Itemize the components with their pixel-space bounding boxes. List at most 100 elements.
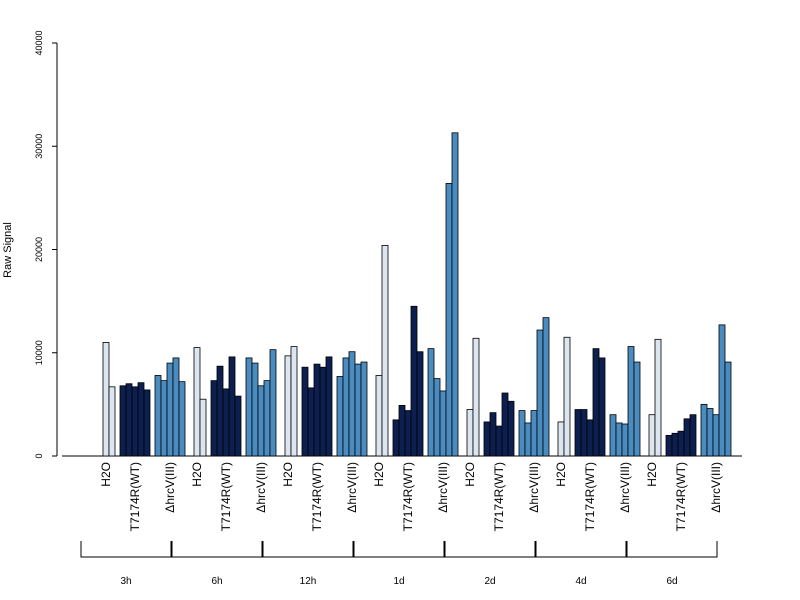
bar-1d-wt-5 xyxy=(416,351,424,457)
bar-12h-hrcv-3 xyxy=(348,351,356,457)
category-label-h2o: H2O xyxy=(645,462,659,487)
group-bracket-4d xyxy=(535,541,627,558)
bar-6h-wt-5 xyxy=(234,395,242,457)
y-tick-label: 40000 xyxy=(34,30,44,55)
bar-6h-hrcv-3 xyxy=(257,385,265,457)
group-label-1d: 1d xyxy=(393,576,404,587)
bar-4d-wt-3 xyxy=(586,419,594,457)
bar-6d-wt-5 xyxy=(689,414,697,457)
y-axis-label: Raw Signal xyxy=(2,222,14,278)
group-label-4d: 4d xyxy=(575,576,586,587)
y-tick-label: 30000 xyxy=(34,134,44,159)
bar-4d-hrcv-1 xyxy=(609,414,617,457)
bar-12h-hrcv-1 xyxy=(336,376,344,457)
bar-1d-hrcv-4 xyxy=(445,183,453,457)
category-label-hrcv: ΔhrcV(III) xyxy=(436,462,450,513)
bar-2d-hrcv-1 xyxy=(518,410,526,457)
bar-6h-wt-1 xyxy=(210,380,218,457)
bar-1d-hrcv-1 xyxy=(427,348,435,457)
bar-6d-hrcv-2 xyxy=(706,408,714,457)
group-bracket-12h xyxy=(262,541,354,558)
bar-4d-hrcv-3 xyxy=(621,423,629,457)
bar-3h-h2o-2 xyxy=(102,342,110,457)
bar-12h-wt-1 xyxy=(301,366,309,457)
category-label-hrcv: ΔhrcV(III) xyxy=(163,462,177,513)
bar-3h-hrcv-1 xyxy=(154,375,162,457)
category-label-wt: T7174R(WT) xyxy=(492,462,506,531)
category-label-h2o: H2O xyxy=(281,462,295,487)
bar-12h-wt-5 xyxy=(325,356,333,457)
bar-1d-wt-2 xyxy=(398,405,406,457)
group-bracket-6h xyxy=(171,541,263,558)
bar-1d-wt-1 xyxy=(392,419,400,457)
bar-2d-hrcv-5 xyxy=(542,317,550,457)
bar-6h-wt-3 xyxy=(222,388,230,457)
bar-6d-wt-3 xyxy=(677,430,685,457)
bar-3h-hrcv-5 xyxy=(178,381,186,457)
category-label-wt: T7174R(WT) xyxy=(128,462,142,531)
bar-12h-hrcv-5 xyxy=(360,361,368,457)
bar-2d-h2o-3 xyxy=(472,337,480,457)
category-label-hrcv: ΔhrcV(III) xyxy=(345,462,359,513)
category-label-wt: T7174R(WT) xyxy=(674,462,688,531)
y-tick-label: 10000 xyxy=(34,340,44,365)
y-axis: 0 10000 20000 30000 40000 xyxy=(34,30,58,459)
bar-6d-hrcv-1 xyxy=(700,403,708,457)
bar-1d-wt-4 xyxy=(410,305,418,457)
bar-1d-hrcv-2 xyxy=(433,378,441,457)
bar-3h-wt-2 xyxy=(125,383,133,457)
bar-4d-h2o-3 xyxy=(563,336,571,457)
category-label-h2o: H2O xyxy=(99,462,113,487)
bar-3h-wt-5 xyxy=(143,389,151,457)
bar-12h-h2o-3 xyxy=(290,346,298,457)
bars xyxy=(102,132,732,457)
group-label-12h: 12h xyxy=(300,576,317,587)
bar-6d-wt-1 xyxy=(665,434,673,457)
bar-6d-hrcv-3 xyxy=(712,414,720,457)
bar-2d-wt-2 xyxy=(489,412,497,457)
bar-2d-wt-3 xyxy=(495,425,503,457)
bar-4d-hrcv-5 xyxy=(633,361,641,457)
bar-12h-wt-2 xyxy=(307,387,315,457)
group-label-6d: 6d xyxy=(666,576,677,587)
bar-2d-wt-4 xyxy=(501,392,509,457)
bar-6d-hrcv-4 xyxy=(718,324,726,457)
category-label-h2o: H2O xyxy=(554,462,568,487)
category-label-wt: T7174R(WT) xyxy=(583,462,597,531)
group-bracket-2d xyxy=(444,541,536,558)
category-label-hrcv: ΔhrcV(III) xyxy=(618,462,632,513)
bar-1d-h2o-2 xyxy=(375,375,383,457)
bar-2d-hrcv-3 xyxy=(530,410,538,457)
bar-1d-h2o-3 xyxy=(381,244,389,457)
bar-6d-hrcv-5 xyxy=(724,361,732,457)
bar-12h-hrcv-2 xyxy=(342,357,350,457)
category-label-h2o: H2O xyxy=(463,462,477,487)
bar-6h-h2o-3 xyxy=(199,398,207,457)
group-bracket-1d xyxy=(353,541,445,558)
bar-1d-wt-3 xyxy=(404,410,412,457)
bar-4d-hrcv-2 xyxy=(615,422,623,457)
bar-6h-hrcv-4 xyxy=(263,380,271,457)
group-bracket-3h xyxy=(80,541,172,558)
category-label-wt: T7174R(WT) xyxy=(401,462,415,531)
bar-6d-wt-2 xyxy=(671,432,679,457)
category-label-h2o: H2O xyxy=(372,462,386,487)
group-brackets: 3h 6h 12h 1d 2d 4d 6d xyxy=(80,541,718,587)
group-bracket-6d xyxy=(626,541,718,558)
category-label-wt: T7174R(WT) xyxy=(219,462,233,531)
bar-2d-wt-1 xyxy=(483,421,491,457)
bar-3h-wt-1 xyxy=(119,385,127,457)
bar-4d-wt-1 xyxy=(574,409,582,457)
category-label-hrcv: ΔhrcV(III) xyxy=(709,462,723,513)
bar-12h-hrcv-4 xyxy=(354,363,362,457)
y-tick-label: 0 xyxy=(34,453,44,458)
group-label-2d: 2d xyxy=(484,576,495,587)
bar-2d-hrcv-4 xyxy=(536,329,544,457)
bar-3h-hrcv-3 xyxy=(166,362,174,457)
bar-3h-hrcv-2 xyxy=(160,380,168,457)
bar-6h-hrcv-1 xyxy=(245,357,253,457)
bar-1d-hrcv-5 xyxy=(451,132,459,457)
bar-3h-hrcv-4 xyxy=(172,357,180,457)
group-label-3h: 3h xyxy=(120,576,131,587)
bar-12h-wt-4 xyxy=(319,366,327,457)
